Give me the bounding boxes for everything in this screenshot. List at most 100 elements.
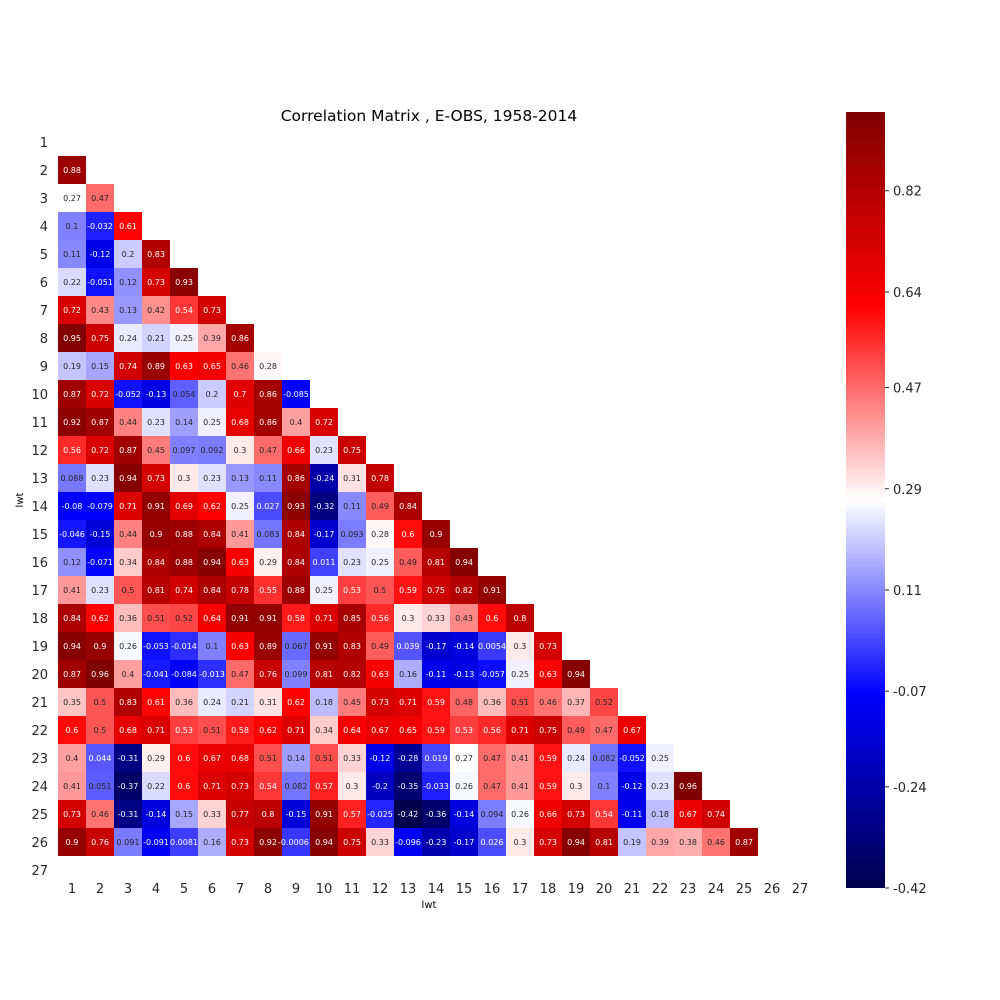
cell-value-label: 0.54 [259,782,277,791]
cell-value-label: 0.84 [203,586,221,595]
y-tick-label: 27 [31,864,48,879]
heatmap-cell [478,576,506,604]
heatmap-cell [450,716,478,744]
cell-value-label: 0.11 [63,250,81,259]
y-tick-label: 4 [40,220,48,235]
cell-value-label: 0.19 [623,838,641,847]
heatmap-cell [58,324,86,352]
cell-value-label: -0.071 [87,558,113,567]
heatmap-cell [86,520,114,548]
heatmap-cell [198,744,226,772]
cell-value-label: 0.13 [231,474,249,483]
cell-value-label: 0.6 [178,754,191,763]
heatmap-cell [142,772,170,800]
cell-value-label: 0.3 [402,614,415,623]
cell-value-label: 0.61 [147,698,165,707]
heatmap-cell [254,520,282,548]
heatmap-cell [590,800,618,828]
heatmap-cell [142,828,170,856]
heatmap-cell [310,744,338,772]
heatmap-cell [338,716,366,744]
cell-value-label: 0.71 [119,502,137,511]
x-tick-label: 17 [512,882,529,897]
x-tick-label: 10 [316,882,333,897]
heatmap-cell [422,828,450,856]
heatmap-cell [86,380,114,408]
cell-value-label: 0.16 [203,838,221,847]
heatmap-cell [198,772,226,800]
colorbar-tick-label: -0.24 [893,781,927,796]
y-tick-label: 24 [31,780,48,795]
heatmap-cell [674,800,702,828]
cell-value-label: 0.34 [119,558,137,567]
cell-value-label: 0.39 [203,334,221,343]
heatmap-cell [506,716,534,744]
heatmap-cell [198,800,226,828]
cell-value-label: 0.84 [203,530,221,539]
y-tick-label: 15 [31,528,48,543]
cell-value-label: 0.68 [231,754,249,763]
heatmap-cell [310,576,338,604]
cell-value-label: -0.12 [370,754,391,763]
heatmap-cell [310,660,338,688]
cell-value-label: 0.91 [315,810,333,819]
y-tick-label: 26 [31,836,48,851]
colorbar-tick-label: -0.42 [893,882,927,897]
cell-value-label: 0.63 [175,362,193,371]
cell-value-label: 0.88 [287,586,305,595]
heatmap-cell [198,380,226,408]
heatmap-cell [254,464,282,492]
heatmap-cell [506,688,534,716]
x-tick-label: 2 [96,882,104,897]
heatmap-cell [366,800,394,828]
cell-value-label: 0.81 [427,558,445,567]
cell-value-label: 0.59 [539,754,557,763]
heatmap-cell [282,520,310,548]
x-tick-label: 16 [484,882,501,897]
cell-value-label: 0.94 [203,558,221,567]
cell-value-label: 0.092 [201,446,224,455]
cell-value-label: 0.22 [63,278,81,287]
heatmap-cell [142,688,170,716]
cell-value-label: 0.099 [285,670,308,679]
cell-value-label: 0.66 [539,810,557,819]
cell-value-label: 0.33 [427,614,445,623]
heatmap-cell [198,576,226,604]
cell-value-label: -0.00061 [278,838,314,847]
cell-value-label: 0.48 [455,698,473,707]
cell-value-label: 0.31 [259,698,277,707]
heatmap-cell [226,436,254,464]
heatmap-cell [142,576,170,604]
cell-value-label: 0.91 [231,614,249,623]
heatmap-cell [114,576,142,604]
cell-value-label: 0.25 [203,418,221,427]
cell-value-label: 0.83 [119,698,137,707]
cell-value-label: 0.41 [231,530,249,539]
heatmap-cell [198,716,226,744]
heatmap-cell [254,604,282,632]
heatmap-cell [170,464,198,492]
cell-value-label: 0.41 [63,782,81,791]
heatmap-cell [226,464,254,492]
cell-value-label: 0.26 [119,642,137,651]
colorbar [846,112,885,888]
cell-value-label: 0.49 [399,558,417,567]
heatmap-cell [310,772,338,800]
y-tick-label: 8 [40,332,48,347]
heatmap-cell [282,688,310,716]
heatmap-cell [366,688,394,716]
heatmap-cell [142,268,170,296]
cell-value-label: 0.23 [315,446,333,455]
y-tick-label: 7 [40,304,48,319]
cell-value-label: 0.67 [679,810,697,819]
heatmap-cell [534,828,562,856]
heatmap-cell [730,828,758,856]
cell-value-label: -0.052 [619,754,645,763]
heatmap-cell [170,688,198,716]
heatmap-cell [366,660,394,688]
heatmap-cell [338,604,366,632]
heatmap-cell [142,660,170,688]
cell-value-label: 0.72 [63,306,81,315]
cell-value-label: 0.5 [94,698,107,707]
cell-value-label: 0.46 [707,838,725,847]
